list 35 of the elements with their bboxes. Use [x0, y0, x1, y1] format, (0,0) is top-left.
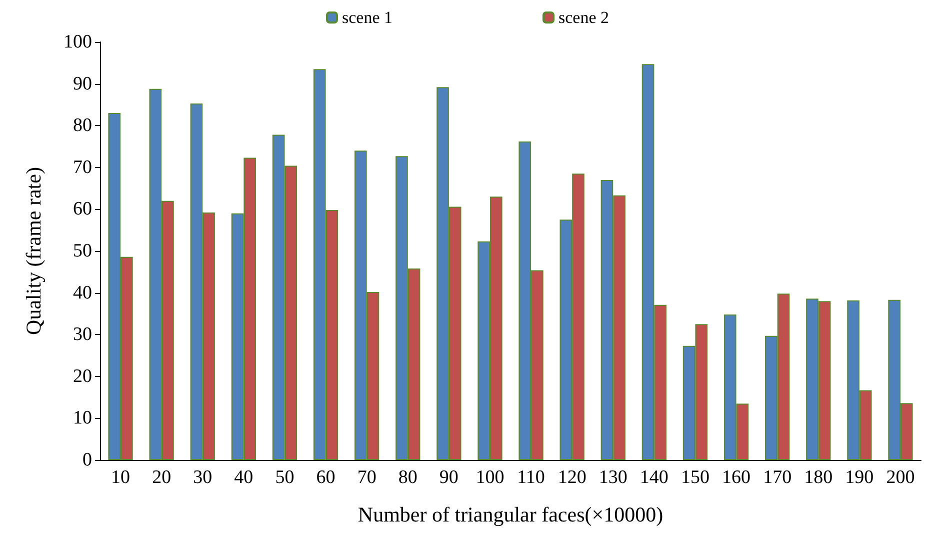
x-tick-label: 90 — [439, 467, 458, 488]
x-tick-label: 10 — [111, 467, 130, 488]
x-tick-label: 60 — [316, 467, 336, 488]
y-tick-label: 80 — [73, 115, 92, 136]
y-axis-title: Quality (frame rate) — [22, 167, 46, 335]
x-tick-label: 120 — [558, 467, 586, 488]
x-tick-label: 170 — [763, 467, 792, 488]
y-tick-label: 100 — [64, 32, 92, 52]
x-tick-label: 110 — [517, 467, 545, 488]
legend-label: scene 2 — [558, 8, 610, 27]
x-tick-label: 150 — [680, 467, 710, 488]
x-tick-label: 50 — [275, 467, 294, 488]
y-tick-label: 90 — [73, 73, 92, 94]
legend-label: scene 1 — [342, 8, 393, 27]
y-tick-label: 40 — [73, 282, 92, 304]
x-tick-label: 140 — [640, 467, 668, 488]
y-tick-label: 60 — [73, 198, 92, 220]
x-tick-label: 200 — [886, 467, 915, 488]
x-tick-label: 80 — [398, 467, 418, 488]
x-tick-label: 30 — [193, 467, 212, 488]
x-axis-title: Number of triangular faces(×10000) — [358, 502, 664, 526]
x-tick-label: 160 — [722, 467, 751, 488]
x-tick-label: 70 — [357, 467, 376, 488]
x-tick-label: 130 — [598, 467, 628, 488]
x-tick-label: 190 — [845, 467, 874, 488]
y-tick-label: 50 — [73, 240, 92, 262]
y-tick-label: 10 — [73, 408, 92, 429]
y-tick-label: 20 — [73, 366, 92, 387]
x-tick-label: 40 — [234, 467, 254, 488]
y-tick-label: 30 — [73, 324, 92, 346]
x-tick-label: 100 — [476, 467, 504, 488]
y-tick-label: 0 — [82, 450, 92, 470]
x-tick-label: 180 — [804, 467, 833, 488]
x-tick-label: 20 — [152, 467, 172, 488]
y-tick-label: 70 — [73, 156, 92, 178]
